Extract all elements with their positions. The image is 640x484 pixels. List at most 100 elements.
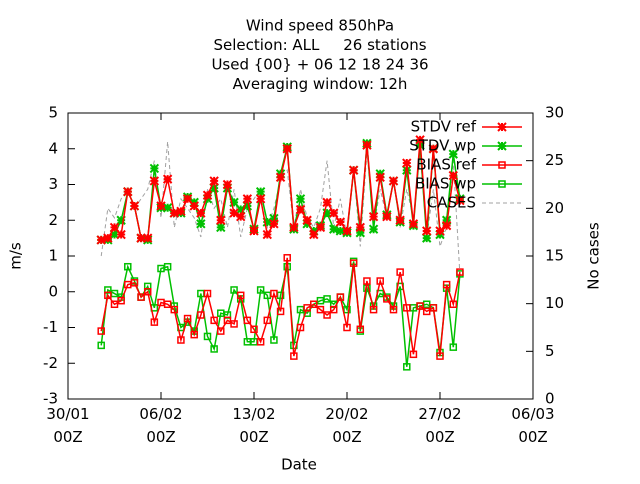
square-marker xyxy=(130,279,139,287)
star-marker xyxy=(236,204,246,215)
star-marker xyxy=(149,176,160,186)
star-marker xyxy=(402,158,412,168)
star-marker xyxy=(368,224,379,234)
square-marker xyxy=(283,254,291,262)
square-marker xyxy=(210,316,218,325)
x-tick-label: 20/02 00Z xyxy=(325,405,368,446)
star-marker xyxy=(335,226,346,236)
square-marker xyxy=(316,305,325,314)
star-marker xyxy=(302,215,312,225)
star-marker xyxy=(415,135,425,145)
star-marker xyxy=(229,208,239,218)
square-marker xyxy=(170,305,179,314)
y-tick-label: -2 xyxy=(43,354,58,372)
square-marker xyxy=(230,286,238,294)
square-marker xyxy=(403,304,411,312)
star-marker xyxy=(242,194,253,204)
star-marker xyxy=(209,176,219,186)
legend-label: CASES xyxy=(427,194,476,212)
y-tick-label: 1 xyxy=(48,247,58,265)
star-marker xyxy=(441,220,452,231)
star-marker xyxy=(262,217,272,227)
square-marker xyxy=(449,300,458,309)
square-marker xyxy=(409,350,418,359)
square-marker xyxy=(137,293,145,301)
star-marker xyxy=(162,203,173,213)
star-marker xyxy=(428,144,439,154)
star-marker xyxy=(388,176,399,186)
series-line xyxy=(100,257,461,357)
star-marker xyxy=(216,222,226,233)
star-marker xyxy=(355,228,365,238)
star-marker xyxy=(129,201,140,211)
legend-label: STDV wp xyxy=(409,137,476,155)
legend-marker xyxy=(497,141,507,151)
x-tick-label: 30/01 00Z xyxy=(46,405,89,446)
square-marker xyxy=(97,327,105,335)
star-marker xyxy=(116,215,126,225)
y-axis-label: m/s xyxy=(7,242,25,270)
square-marker xyxy=(376,277,384,285)
y2-tick-label: 30 xyxy=(545,104,564,122)
square-marker xyxy=(250,325,258,334)
star-marker xyxy=(216,215,226,225)
square-marker xyxy=(436,352,444,360)
square-marker xyxy=(349,259,358,267)
star-marker xyxy=(229,197,239,208)
square-marker xyxy=(177,336,185,344)
star-marker xyxy=(282,144,292,154)
star-marker xyxy=(242,201,253,211)
star-marker xyxy=(408,219,419,229)
square-marker xyxy=(270,336,278,344)
star-marker xyxy=(402,165,412,175)
star-marker xyxy=(103,233,113,243)
star-marker xyxy=(355,222,365,233)
star-marker xyxy=(269,219,279,229)
square-marker xyxy=(363,277,371,285)
square-marker xyxy=(236,291,245,300)
legend-label: BIAS wp xyxy=(415,175,476,193)
star-marker xyxy=(295,194,306,204)
star-marker xyxy=(275,172,286,183)
square-marker xyxy=(203,289,212,298)
square-marker xyxy=(456,268,464,276)
square-marker xyxy=(150,318,159,326)
star-marker xyxy=(348,165,359,175)
square-marker xyxy=(310,300,318,309)
y-tick-label: 5 xyxy=(48,104,58,122)
square-marker xyxy=(323,295,331,303)
y2-tick-label: 5 xyxy=(545,342,555,360)
y-tick-label: 2 xyxy=(48,211,58,229)
star-marker xyxy=(362,140,372,150)
legend-marker xyxy=(497,122,507,132)
star-marker xyxy=(116,229,126,240)
star-marker xyxy=(189,201,199,211)
star-marker xyxy=(109,222,120,233)
star-marker xyxy=(382,211,392,222)
square-marker xyxy=(190,330,198,339)
square-marker xyxy=(104,291,112,300)
square-marker xyxy=(403,363,411,371)
star-marker xyxy=(309,229,319,240)
square-marker xyxy=(163,262,172,271)
square-marker xyxy=(143,288,152,296)
y2-axis-label: No cases xyxy=(585,222,603,290)
square-marker xyxy=(449,343,458,351)
star-marker xyxy=(136,233,146,243)
square-marker xyxy=(343,323,351,332)
square-marker xyxy=(336,293,345,301)
star-marker xyxy=(295,204,306,215)
y-tick-label: -3 xyxy=(43,390,58,408)
square-marker xyxy=(442,280,451,289)
x-tick-label: 13/02 00Z xyxy=(232,405,275,446)
y-tick-label: -1 xyxy=(43,318,58,336)
star-marker xyxy=(342,226,352,236)
y2-tick-label: 25 xyxy=(545,151,564,169)
x-tick-label: 06/03 00Z xyxy=(511,405,554,446)
star-marker xyxy=(455,195,465,206)
square-marker xyxy=(270,289,278,298)
star-marker xyxy=(149,163,160,174)
star-marker xyxy=(196,208,206,218)
series-line xyxy=(100,261,461,367)
